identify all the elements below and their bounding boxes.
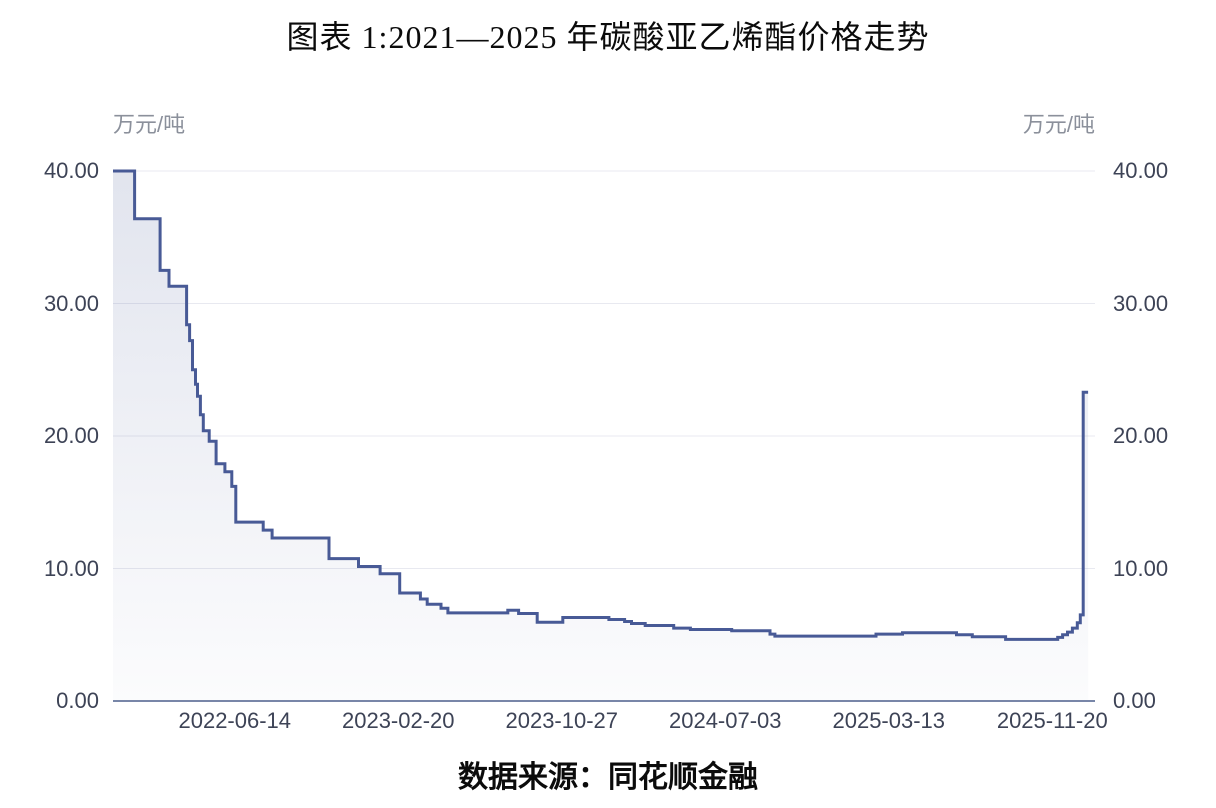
price-trend-chart <box>113 169 1095 702</box>
x-tick-label: 2025-03-13 <box>832 708 946 733</box>
y-tick-label-left: 10.00 <box>43 555 99 581</box>
x-tick-label: 2025-11-20 <box>996 708 1108 733</box>
price-area <box>113 171 1089 701</box>
x-tick-label: 2022-06-14 <box>178 708 292 733</box>
y-tick-label-right: 20.00 <box>1113 423 1169 448</box>
y-tick-label-left: 40.00 <box>43 158 99 183</box>
y-tick-label-right: 10.00 <box>1113 555 1169 581</box>
y-tick-label-right: 0.00 <box>1113 688 1156 713</box>
data-source-caption: 数据来源：同花顺金融 <box>458 761 758 794</box>
y-axis-unit-right: 万元/吨 <box>1022 112 1095 137</box>
y-axis-unit-left: 万元/吨 <box>113 112 186 137</box>
x-tick-label: 2023-02-20 <box>341 708 455 733</box>
y-tick-label-left: 20.00 <box>43 423 99 448</box>
x-tick-label: 2023-10-27 <box>505 708 619 733</box>
y-tick-label-right: 30.00 <box>1113 290 1169 316</box>
page-title: 图表 1:2021—2025 年碳酸亚乙烯酯价格走势 <box>286 19 930 55</box>
x-tick-label: 2024-07-03 <box>668 708 782 733</box>
y-tick-label-left: 30.00 <box>43 290 99 316</box>
price-line <box>113 169 1089 641</box>
y-tick-label-left: 0.00 <box>56 688 99 713</box>
y-tick-label-right: 40.00 <box>1113 158 1169 183</box>
